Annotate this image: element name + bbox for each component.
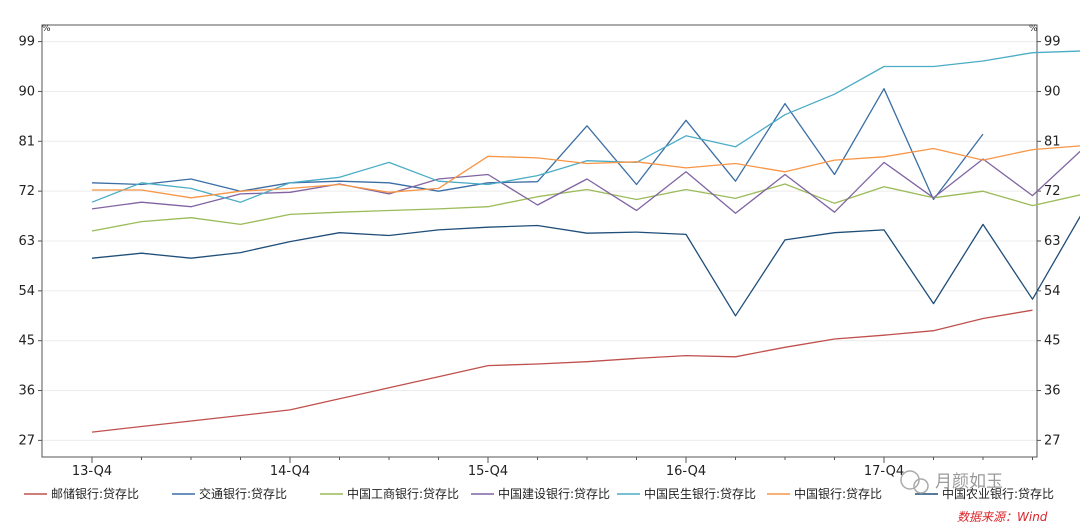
series-line-2: [91, 183, 1080, 232]
series-line-6: [91, 215, 1080, 317]
y-tick-label: 54: [18, 284, 35, 299]
series-line-5: [92, 145, 1080, 199]
gridlines: [42, 41, 1037, 441]
x-axis: 13-Q4 14-Q4 15-Q4 16-Q4 17-Q4: [72, 457, 1033, 479]
watermark-text: 月颜如玉: [935, 472, 1003, 492]
x-tick-label: 14-Q4: [270, 464, 310, 479]
y-tick-label: 81: [18, 134, 35, 149]
y-tick-label: 72: [18, 184, 35, 199]
y-tick-label: 54: [1044, 284, 1061, 299]
y-tick-label: 81: [1044, 134, 1061, 149]
y-tick-label: 45: [1044, 334, 1061, 349]
x-tick-label: 16-Q4: [666, 464, 706, 479]
legend-label: 中国银行:贷存比: [794, 486, 882, 501]
series-line-0: [91, 309, 1033, 433]
series-line-4: [91, 50, 1080, 203]
y-tick-label: 27: [18, 433, 35, 448]
legend: 邮储银行:贷存比 交通银行:贷存比 中国工商银行:贷存比 中国建设银行:贷存比 中国民生…: [24, 486, 1054, 501]
wechat-icon-inner: [913, 478, 929, 494]
legend-label: 邮储银行:贷存比: [51, 486, 139, 501]
series-lines: [91, 50, 1080, 433]
legend-label: 中国农业银行:贷存比: [942, 486, 1054, 501]
legend-label: 中国建设银行:贷存比: [498, 486, 610, 501]
x-tick-label: 13-Q4: [72, 464, 112, 479]
y-tick-label: 63: [1044, 234, 1061, 249]
legend-label: 中国民生银行:贷存比: [644, 486, 756, 501]
data-source: 数据来源：Wind: [957, 510, 1048, 524]
y-tick-label: 99: [18, 35, 35, 50]
legend-label: 中国工商银行:贷存比: [347, 486, 459, 501]
y-tick-label: 63: [18, 234, 35, 249]
y-tick-label: 36: [18, 384, 35, 399]
y-axis-left: 27 36 45 54 63 72 81 90 99: [18, 35, 42, 448]
y-tick-label: 36: [1044, 384, 1061, 399]
x-tick-label: 17-Q4: [864, 464, 904, 479]
series-line-3: [91, 150, 1080, 214]
watermark: 月颜如玉: [900, 470, 1003, 494]
y-tick-label: 27: [1044, 433, 1061, 448]
y-tick-label: 90: [1044, 84, 1061, 99]
y-tick-label: 72: [1044, 184, 1061, 199]
series-line-1: [91, 88, 984, 201]
y-tick-label: 90: [18, 84, 35, 99]
y-axis-right: 27 36 45 54 63 72 81 90 99: [1037, 35, 1061, 448]
left-unit-label: %: [42, 24, 51, 34]
right-unit-label: %: [1029, 24, 1038, 34]
y-tick-label: 99: [1044, 35, 1061, 50]
y-tick-label: 45: [18, 334, 35, 349]
x-tick-label: 15-Q4: [468, 464, 508, 479]
legend-label: 交通银行:贷存比: [199, 486, 287, 501]
